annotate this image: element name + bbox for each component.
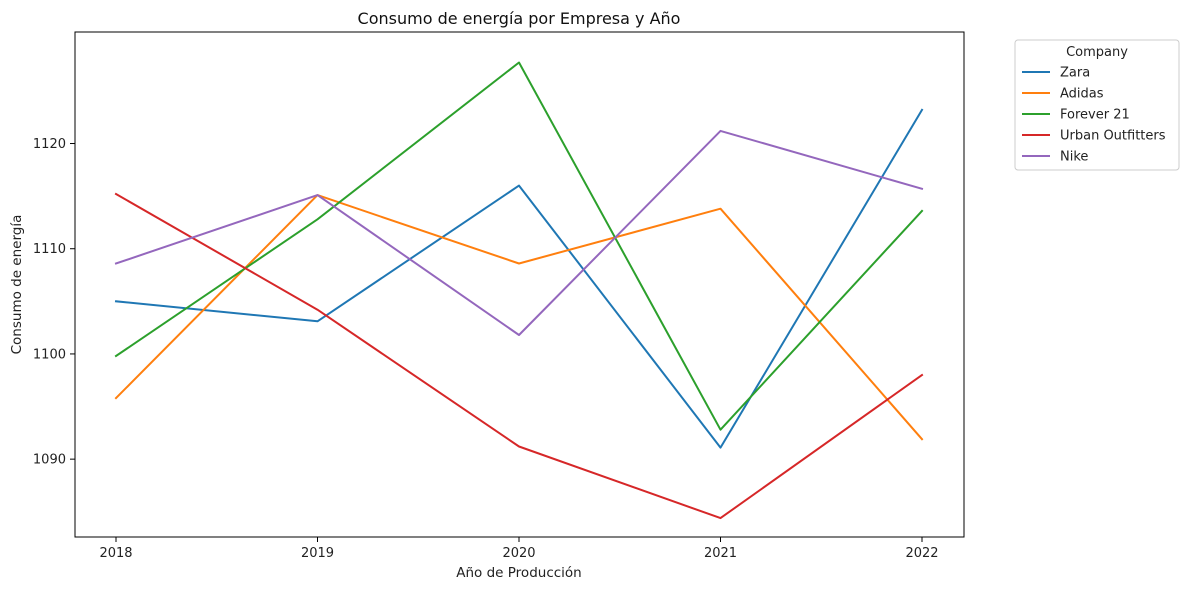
y-tick-label: 1090	[33, 453, 66, 468]
y-axis-title: Consumo de energía	[9, 215, 25, 355]
legend-box	[1014, 39, 1180, 171]
legend-title: Company	[1066, 45, 1128, 60]
legend: Company Zara Adidas Forever 21 Urban Outfit…	[1014, 39, 1180, 171]
x-tick-label: 2020	[502, 546, 535, 561]
x-tick-label: 2022	[905, 546, 938, 561]
x-tick-label: 2019	[301, 546, 334, 561]
chart-title: Consumo de energía por Empresa y Año	[358, 9, 681, 28]
series-line-zara	[114, 108, 924, 449]
series-line-nike	[114, 129, 924, 336]
legend-label: Nike	[1060, 150, 1088, 165]
x-tick-label: 2021	[704, 546, 737, 561]
series-layer	[114, 61, 924, 520]
plot-area	[74, 31, 965, 538]
y-tick-label: 1120	[33, 137, 66, 152]
y-tick-label: 1100	[33, 347, 66, 362]
series-line-urban-outfitters	[114, 192, 924, 520]
y-axis: 1090 1100 1110 1120	[33, 137, 75, 468]
legend-items: Zara Adidas Forever 21 Urban Outfitters Nike	[1022, 66, 1166, 165]
series-line-adidas	[114, 194, 924, 441]
series-line-forever-21	[114, 61, 924, 431]
legend-label: Forever 21	[1060, 108, 1130, 123]
x-tick-label: 2018	[99, 546, 132, 561]
x-axis: 2018 2019 2020 2021 2022	[99, 537, 939, 561]
legend-label: Zara	[1060, 66, 1090, 81]
y-tick-label: 1110	[33, 242, 66, 257]
legend-label: Urban Outfitters	[1060, 129, 1166, 144]
x-axis-title: Año de Producción	[456, 565, 581, 581]
legend-label: Adidas	[1060, 87, 1104, 102]
